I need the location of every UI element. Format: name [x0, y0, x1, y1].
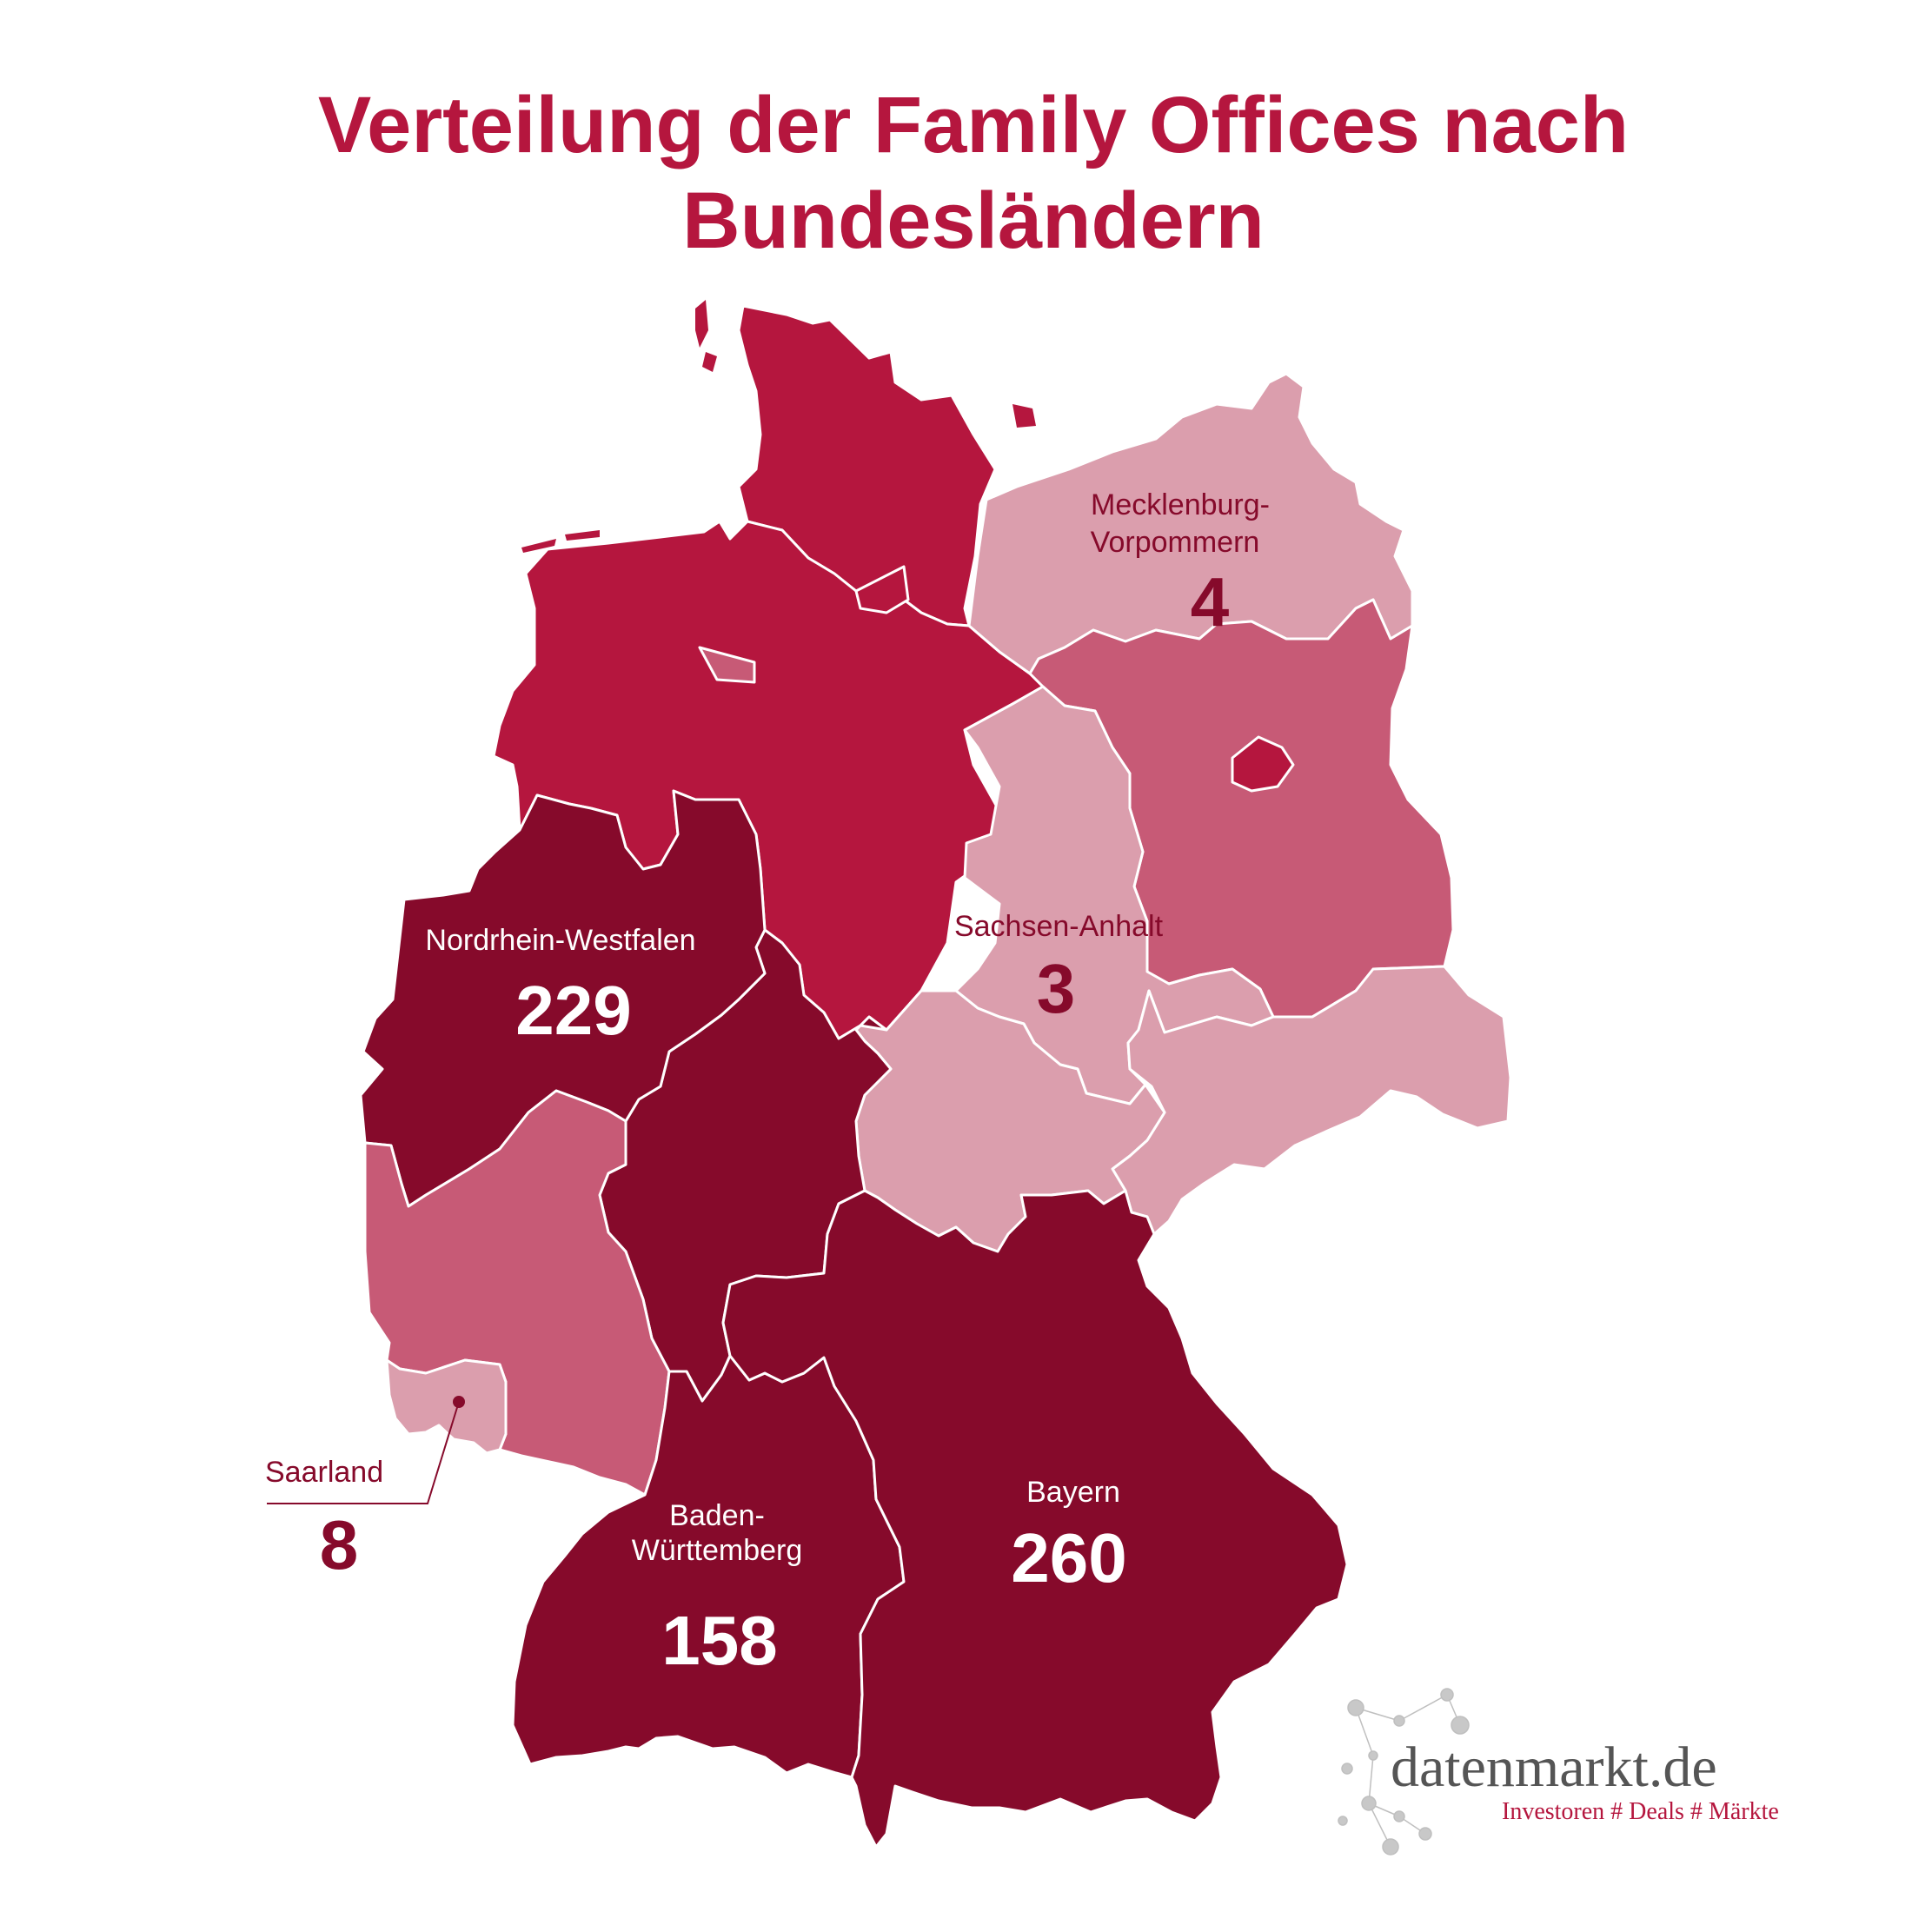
label-nordrhein-westfalen: Nordrhein-Westfalen 229: [425, 924, 695, 1049]
region-value: 229: [515, 972, 631, 1049]
state-bayern: [721, 1189, 1349, 1849]
germany-map: [359, 300, 1512, 1849]
island-east-frisia: [521, 539, 556, 553]
island-fehmarn: [1012, 404, 1036, 428]
region-label: Bayern: [1026, 1476, 1120, 1509]
state-nordrhein-westfalen: [359, 789, 767, 1208]
region-value: 260: [1011, 1519, 1126, 1597]
state-berlin: [1231, 735, 1295, 793]
saarland-leader-dot: [453, 1396, 465, 1408]
label-mecklenburg-vorpommern: Mecklenburg- Vorpommern 4: [1091, 488, 1270, 641]
state-sachsen: [1111, 965, 1512, 1236]
logo-name: datenmarkt.de: [1391, 1736, 1717, 1799]
region-label: Sachsen-Anhalt: [954, 910, 1164, 943]
island-east-frisia-2: [565, 530, 600, 541]
island-sylt-south: [702, 352, 717, 372]
label-sachsen-anhalt: Sachsen-Anhalt 3: [954, 910, 1164, 1027]
region-label: Saarland: [265, 1456, 383, 1489]
region-value: 8: [320, 1506, 359, 1583]
region-label-line-2: Vorpommern: [1091, 526, 1260, 559]
region-label: Nordrhein-Westfalen: [425, 924, 695, 957]
saarland-leader-line: [267, 1401, 460, 1504]
region-label-line-2: Württemberg: [632, 1534, 803, 1567]
title-line-2: Bundesländern: [682, 176, 1265, 265]
datenmarkt-logo: datenmarkt.de Investoren # Deals # Märkt…: [1338, 1688, 1779, 1856]
region-value: 4: [1191, 563, 1230, 641]
logo-tagline: Investoren # Deals # Märkte: [1502, 1798, 1779, 1825]
network-dots-icon: [1338, 1688, 1470, 1856]
label-saarland: Saarland 8: [265, 1396, 465, 1583]
island-north-sea: [695, 300, 708, 348]
state-saarland: [385, 1358, 508, 1455]
region-label-line-1: Mecklenburg-: [1091, 488, 1270, 521]
title-line-1: Verteilung der Family Offices nach: [318, 81, 1629, 169]
label-baden-wuerttemberg: Baden- Württemberg 158: [632, 1499, 803, 1679]
state-bremen: [698, 646, 756, 684]
region-value: 3: [1037, 950, 1076, 1027]
region-label-line-1: Baden-: [669, 1499, 765, 1532]
region-value: 158: [661, 1602, 777, 1679]
state-hamburg: [854, 565, 910, 614]
label-bayern: Bayern 260: [1011, 1476, 1126, 1597]
